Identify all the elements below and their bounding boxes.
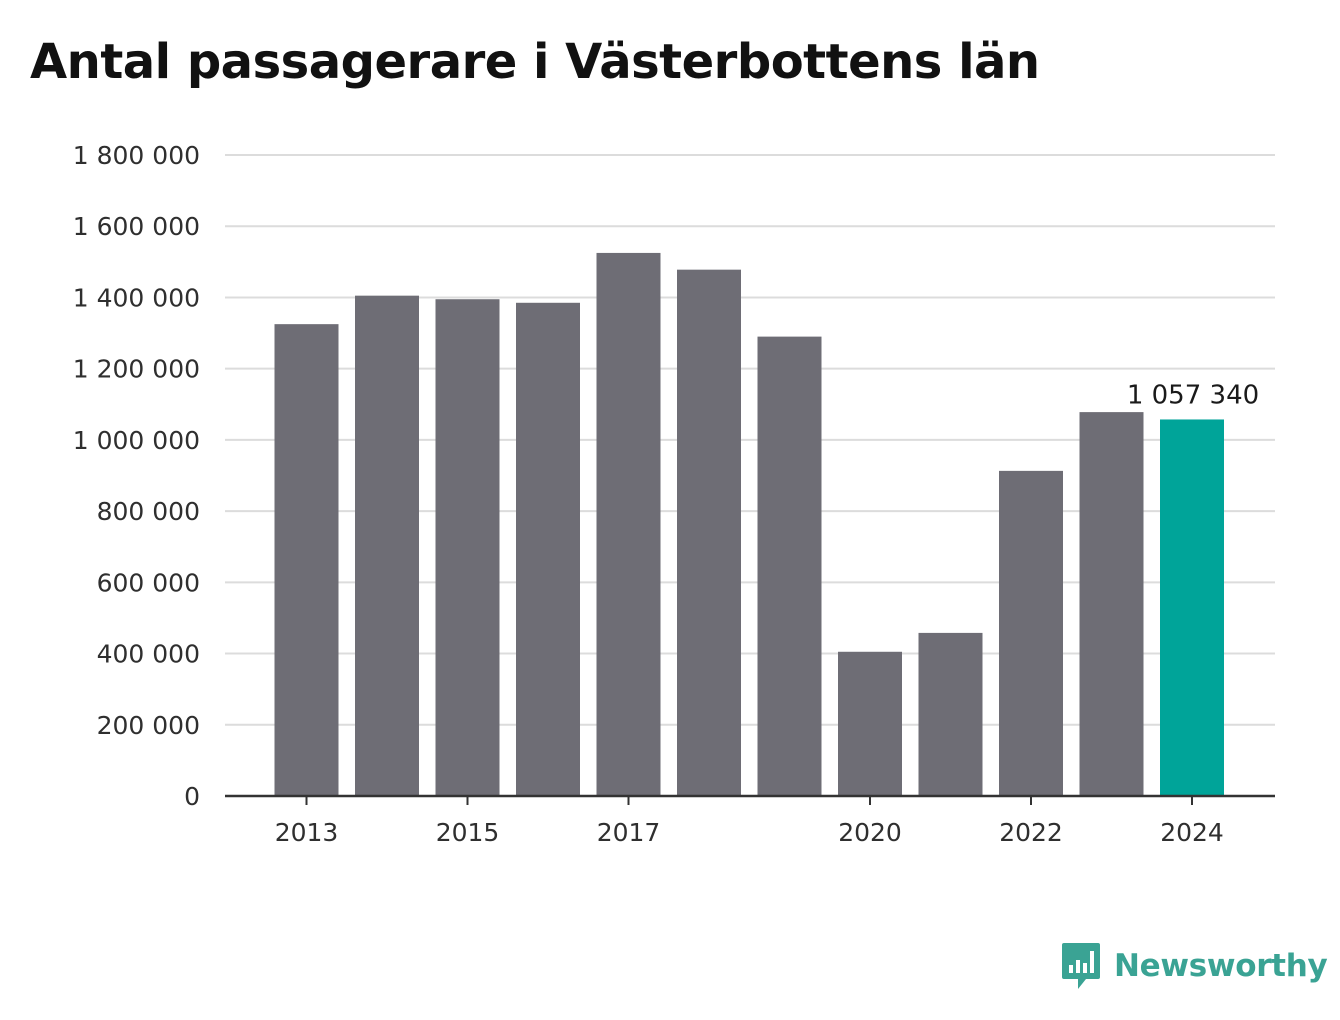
bar-2024 bbox=[1160, 419, 1224, 796]
bar-value-label: 1 057 340 bbox=[1127, 380, 1259, 410]
y-tick-label: 400 000 bbox=[97, 640, 200, 669]
y-tick-label: 1 600 000 bbox=[73, 212, 200, 241]
x-tick-label: 2013 bbox=[275, 818, 339, 847]
brand-logo: Newsworthy bbox=[1060, 940, 1328, 992]
y-tick-label: 1 200 000 bbox=[73, 355, 200, 384]
bar-2020 bbox=[838, 651, 902, 796]
brand-name: Newsworthy bbox=[1114, 948, 1328, 984]
bar-2016 bbox=[516, 302, 580, 796]
bar-2022 bbox=[999, 470, 1063, 796]
x-tick-label: 2015 bbox=[436, 818, 500, 847]
bar-2014 bbox=[355, 295, 419, 796]
x-tick-label: 2017 bbox=[597, 818, 661, 847]
y-tick-label: 200 000 bbox=[97, 711, 200, 740]
bar-2013 bbox=[274, 324, 339, 796]
bar-2019 bbox=[757, 336, 822, 796]
bars bbox=[274, 252, 1224, 797]
bar-chart: 0 200 000 400 000 600 000 800 000 1 000 000 1 … bbox=[73, 141, 1275, 847]
chart-title: Antal passagerare i Västerbottens län bbox=[30, 34, 1040, 90]
y-tick-label: 1 800 000 bbox=[73, 141, 200, 170]
y-tick-label: 800 000 bbox=[97, 497, 200, 526]
y-tick-label: 1 400 000 bbox=[73, 283, 200, 312]
x-axis-ticks: 2013 2015 2017 2020 2022 2024 bbox=[275, 796, 1224, 847]
bar-2015 bbox=[435, 299, 500, 796]
y-tick-label: 0 bbox=[184, 782, 200, 811]
data-labels: 1 057 340 bbox=[1127, 380, 1259, 410]
y-tick-label: 1 000 000 bbox=[73, 426, 200, 455]
x-tick-label: 2020 bbox=[838, 818, 902, 847]
x-tick-label: 2022 bbox=[999, 818, 1063, 847]
x-tick-label: 2024 bbox=[1160, 818, 1224, 847]
y-axis-tick-labels: 0 200 000 400 000 600 000 800 000 1 000 000 1 … bbox=[73, 141, 200, 811]
bar-2021 bbox=[918, 632, 983, 796]
bar-2018 bbox=[677, 269, 741, 796]
y-tick-label: 600 000 bbox=[97, 568, 200, 597]
bar-2017 bbox=[596, 252, 661, 797]
bar-2023 bbox=[1079, 412, 1144, 796]
bar-chart-speech-bubble-icon bbox=[1062, 943, 1100, 989]
